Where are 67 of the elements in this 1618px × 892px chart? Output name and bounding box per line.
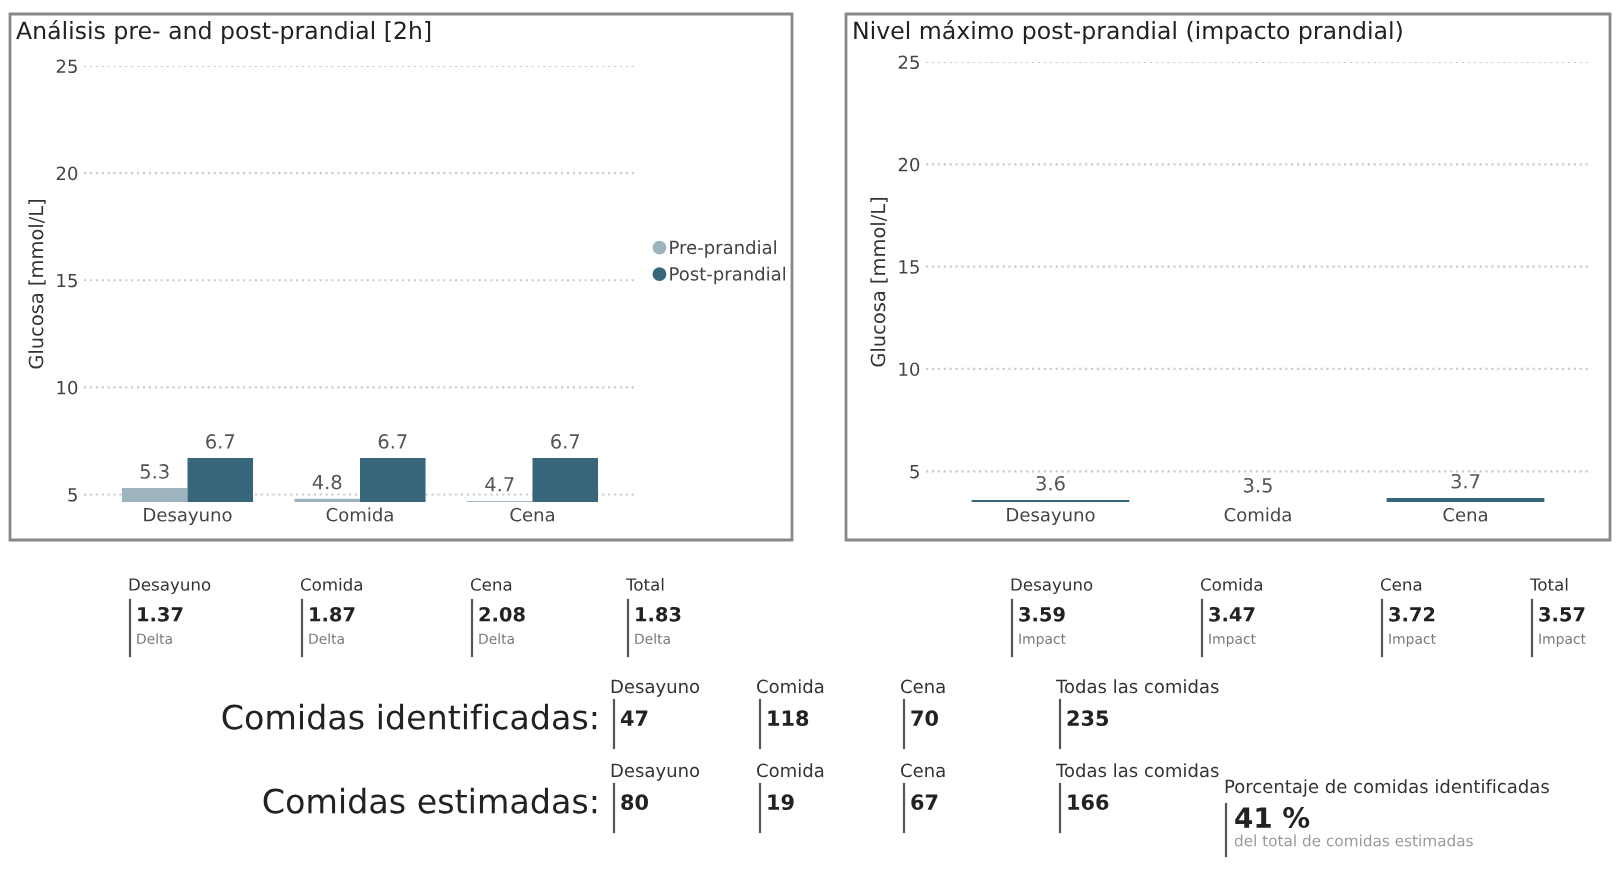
text: Porcentaje de comidas identificadas	[1225, 779, 1549, 797]
data-label: 4.8	[312, 474, 342, 490]
data-label: 4.7	[485, 477, 514, 492]
y-tick-label: 5	[910, 465, 919, 479]
text: 235	[1067, 710, 1109, 727]
text: Cena	[901, 679, 945, 694]
x-tick-label: Comida	[326, 507, 393, 522]
text: 3.59	[1019, 606, 1065, 622]
text: 41 %	[1235, 807, 1310, 829]
text: Cena	[470, 578, 512, 591]
text: 2.08	[479, 606, 525, 622]
chart-title: Análisis pre- and post-prandial [2h]	[16, 20, 431, 44]
y-tick-label: 20	[898, 157, 920, 172]
y-tick-label: 10	[899, 362, 920, 377]
text: Desayuno	[129, 578, 211, 595]
data-label: 3.5	[1244, 477, 1272, 493]
text: 3.57	[1539, 606, 1585, 622]
text: 118	[768, 710, 809, 727]
y-tick-label: 5	[68, 488, 77, 502]
y-tick-label: 10	[57, 380, 78, 395]
data-label: 6.7	[551, 434, 580, 449]
data-label: 6.7	[378, 434, 407, 449]
text: 19	[768, 794, 794, 811]
y-tick-label: 15	[57, 273, 77, 288]
text: Cena	[1380, 578, 1422, 591]
text: Desayuno	[611, 763, 700, 781]
text: Total	[625, 577, 664, 591]
x-tick-label: Cena	[1443, 507, 1487, 522]
text: Comida	[1200, 577, 1262, 591]
data-label: 3.7	[1451, 473, 1480, 489]
text: 70	[911, 710, 938, 727]
data-label: 5.3	[140, 464, 169, 479]
text: 3.72	[1389, 606, 1435, 622]
text: Comidas estimadas:	[263, 787, 597, 814]
text: Total	[1529, 577, 1568, 591]
text: Desayuno	[611, 679, 700, 697]
text: 3.47	[1209, 606, 1255, 622]
text: 1.37	[138, 606, 183, 622]
x-tick-label: Cena	[510, 507, 554, 522]
chart-title: Nivel máximo post-prandial (impacto prandial)	[854, 20, 1402, 44]
y-tick-label: 15	[899, 260, 919, 274]
text: 80	[621, 794, 648, 811]
text: 166	[1068, 794, 1109, 811]
data-label: 3.6	[1036, 475, 1065, 491]
x-tick-label: Desayuno	[1007, 508, 1095, 526]
y-tick-label: 20	[56, 166, 78, 181]
text: Cena	[901, 763, 945, 778]
text: Todas las comidas	[1055, 763, 1219, 778]
text: Desayuno	[1011, 578, 1093, 595]
legend-label: Post-prandial	[670, 266, 786, 285]
legend-label: Pre-prandial	[670, 240, 776, 258]
x-tick-label: Desayuno	[144, 508, 232, 526]
text: Comida	[300, 577, 362, 591]
text: Comida	[757, 763, 824, 778]
y-tick-label: 25	[56, 59, 77, 74]
text: 47	[620, 710, 648, 726]
text: 1.83	[636, 606, 681, 622]
data-label: 6.7	[206, 434, 235, 449]
text: Comidas identificadas:	[222, 703, 597, 730]
x-tick-label: Comida	[1224, 507, 1291, 522]
text: Todas las comidas	[1055, 679, 1219, 694]
text: 67	[911, 794, 938, 811]
y-axis-title: Glucosa [mmol/L]	[870, 198, 888, 367]
text: 1.87	[310, 606, 355, 622]
y-axis-title: Glucosa [mmol/L]	[28, 200, 46, 369]
y-tick-label: 25	[898, 55, 919, 70]
text: Comida	[757, 679, 824, 694]
